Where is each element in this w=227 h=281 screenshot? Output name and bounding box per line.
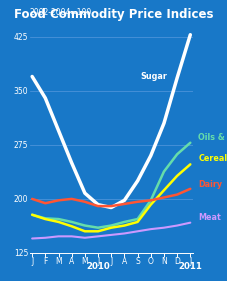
Text: Sugar: Sugar [140,72,167,81]
Text: Dairy: Dairy [198,180,222,189]
Text: Oils & Fats: Oils & Fats [198,133,227,142]
Text: 2011: 2011 [178,262,202,271]
Text: 2010: 2010 [86,262,110,271]
Text: 2002-2004=100: 2002-2004=100 [30,8,92,17]
Text: Food Commodity Price Indices: Food Commodity Price Indices [14,8,213,21]
Text: Meat: Meat [198,213,221,222]
Text: Cereals: Cereals [198,154,227,163]
